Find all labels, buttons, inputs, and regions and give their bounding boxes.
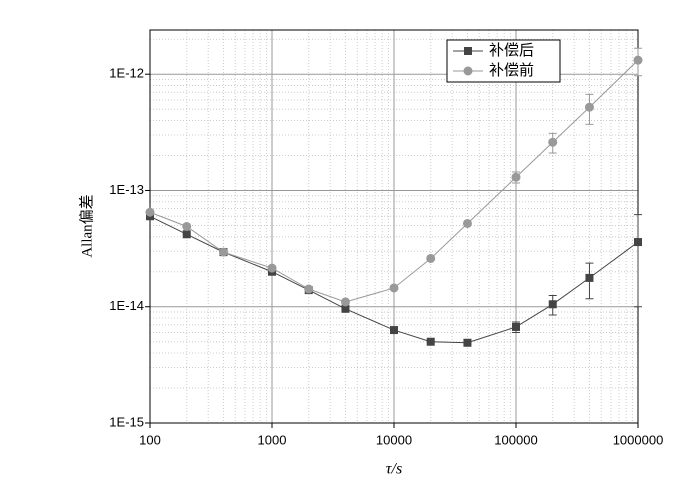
marker (548, 137, 558, 147)
legend-marker (464, 47, 472, 55)
marker (182, 230, 191, 239)
marker (512, 322, 520, 331)
legend-label: 补偿后 (489, 42, 534, 59)
marker (462, 218, 472, 228)
marker (548, 300, 557, 309)
x-tick-label: 100 (139, 432, 161, 447)
x-tick-label: 1000 (258, 432, 287, 447)
marker (341, 304, 350, 313)
marker (304, 284, 314, 294)
x-tick-label: 10000 (376, 432, 412, 447)
marker (145, 207, 155, 217)
y-tick-label: 1E-12 (109, 66, 144, 81)
marker (585, 273, 594, 282)
x-axis-label: τ/s (386, 461, 402, 478)
y-tick-label: 1E-15 (109, 414, 144, 429)
marker (584, 102, 594, 112)
x-tick-label: 1000000 (613, 432, 664, 447)
legend-label: 补偿前 (489, 62, 534, 79)
legend-marker (463, 66, 473, 76)
marker (426, 253, 436, 263)
marker (182, 221, 192, 231)
marker (340, 297, 350, 307)
marker (267, 263, 277, 273)
y-tick-label: 1E-14 (109, 298, 144, 313)
marker (390, 326, 398, 335)
marker (633, 55, 643, 65)
y-tick-label: 1E-13 (109, 182, 144, 197)
marker (511, 172, 521, 182)
marker (389, 283, 399, 293)
marker (634, 238, 642, 247)
y-axis-label: Allan偏差 (78, 194, 95, 257)
marker (426, 337, 435, 346)
marker (218, 247, 228, 257)
error-bar (634, 214, 642, 308)
marker (463, 338, 472, 347)
x-tick-label: 100000 (494, 432, 537, 447)
